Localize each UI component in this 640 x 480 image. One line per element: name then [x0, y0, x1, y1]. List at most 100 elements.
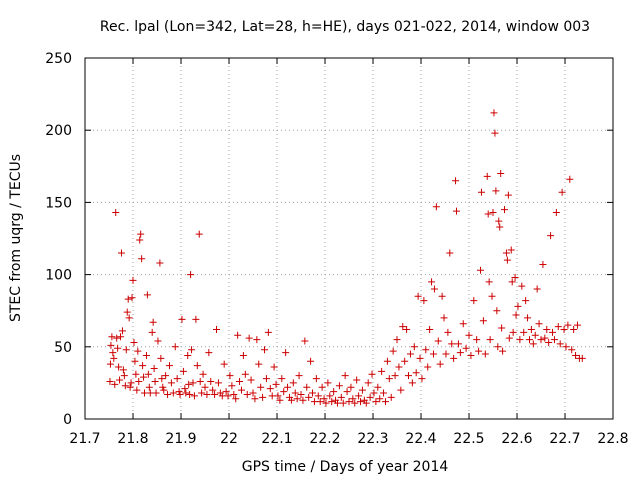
data-point	[524, 314, 532, 322]
data-point	[452, 177, 460, 185]
x-tick-label: 21.9	[165, 431, 196, 447]
data-point	[568, 346, 576, 354]
data-point	[486, 336, 494, 344]
data-point	[453, 207, 461, 215]
x-tick-label: 22.1	[261, 431, 292, 447]
data-point	[207, 377, 215, 385]
data-point	[270, 363, 278, 371]
data-point	[339, 399, 347, 407]
data-point	[154, 337, 162, 345]
data-point	[205, 349, 213, 357]
data-point	[442, 350, 450, 358]
x-tick-label: 21.8	[117, 431, 148, 447]
data-point	[535, 320, 543, 328]
data-point	[426, 325, 434, 333]
data-point	[239, 351, 247, 359]
x-tick-label: 22.8	[597, 431, 628, 447]
data-point	[389, 347, 397, 355]
data-point	[115, 363, 123, 371]
data-point	[106, 360, 114, 368]
data-point	[355, 392, 363, 400]
data-point	[552, 209, 560, 217]
data-point	[475, 347, 483, 355]
data-point	[345, 398, 353, 406]
plot-frame	[84, 57, 614, 420]
data-point	[537, 336, 545, 344]
x-tick-label: 22	[220, 431, 238, 447]
data-point	[108, 333, 116, 341]
data-point	[144, 370, 152, 378]
data-point	[383, 357, 391, 365]
data-point	[237, 386, 245, 394]
data-point	[541, 334, 549, 342]
data-point	[272, 380, 280, 388]
data-point	[262, 375, 270, 383]
y-tick-label: 50	[54, 340, 72, 356]
data-point	[185, 380, 193, 388]
data-point	[116, 376, 124, 384]
data-point	[287, 396, 295, 404]
data-point	[493, 307, 501, 315]
data-point	[224, 392, 232, 400]
data-point	[169, 389, 177, 397]
x-tick-label: 22.5	[453, 431, 484, 447]
data-point	[220, 360, 228, 368]
data-point	[137, 230, 145, 238]
data-point	[492, 187, 500, 195]
data-point	[199, 370, 207, 378]
data-point	[148, 328, 156, 336]
data-point	[255, 360, 263, 368]
data-point	[504, 191, 512, 199]
data-point	[209, 386, 217, 394]
data-point	[236, 377, 244, 385]
data-point	[187, 271, 195, 279]
data-point	[149, 318, 157, 326]
data-point	[450, 354, 458, 362]
data-point	[454, 340, 462, 348]
data-point	[132, 370, 140, 378]
data-point	[118, 327, 126, 335]
data-point	[282, 349, 290, 357]
y-tick-label: 250	[45, 51, 72, 67]
data-point	[320, 395, 328, 403]
data-point	[293, 395, 301, 403]
data-point	[512, 311, 520, 319]
data-point	[385, 375, 393, 383]
data-point	[198, 389, 206, 397]
data-point	[190, 392, 198, 400]
data-point	[160, 386, 168, 394]
data-point	[414, 292, 422, 300]
data-point	[159, 383, 167, 391]
data-point	[488, 292, 496, 300]
data-point	[276, 396, 284, 404]
data-point	[312, 375, 320, 383]
data-point	[416, 354, 424, 362]
data-point	[337, 393, 345, 401]
data-point	[432, 203, 440, 211]
data-point	[113, 334, 121, 342]
data-point	[125, 314, 133, 322]
data-point	[299, 396, 307, 404]
y-tick-label: 0	[63, 412, 72, 428]
data-point	[251, 395, 259, 403]
data-point	[570, 325, 578, 333]
y-tick-label: 150	[45, 195, 72, 211]
data-point	[495, 217, 503, 225]
data-point	[303, 383, 311, 391]
data-point	[186, 390, 194, 398]
data-point	[165, 362, 173, 370]
data-point	[448, 340, 456, 348]
data-point	[335, 382, 343, 390]
data-point	[109, 349, 117, 357]
data-point	[502, 249, 510, 257]
data-point	[133, 386, 141, 394]
data-point	[370, 389, 378, 397]
data-point	[162, 372, 170, 380]
data-point	[459, 320, 467, 328]
data-point	[560, 325, 568, 333]
data-point	[129, 276, 137, 284]
data-point	[362, 399, 370, 407]
x-tick-label: 21.7	[69, 431, 100, 447]
data-point	[301, 337, 309, 345]
data-point	[121, 382, 129, 390]
